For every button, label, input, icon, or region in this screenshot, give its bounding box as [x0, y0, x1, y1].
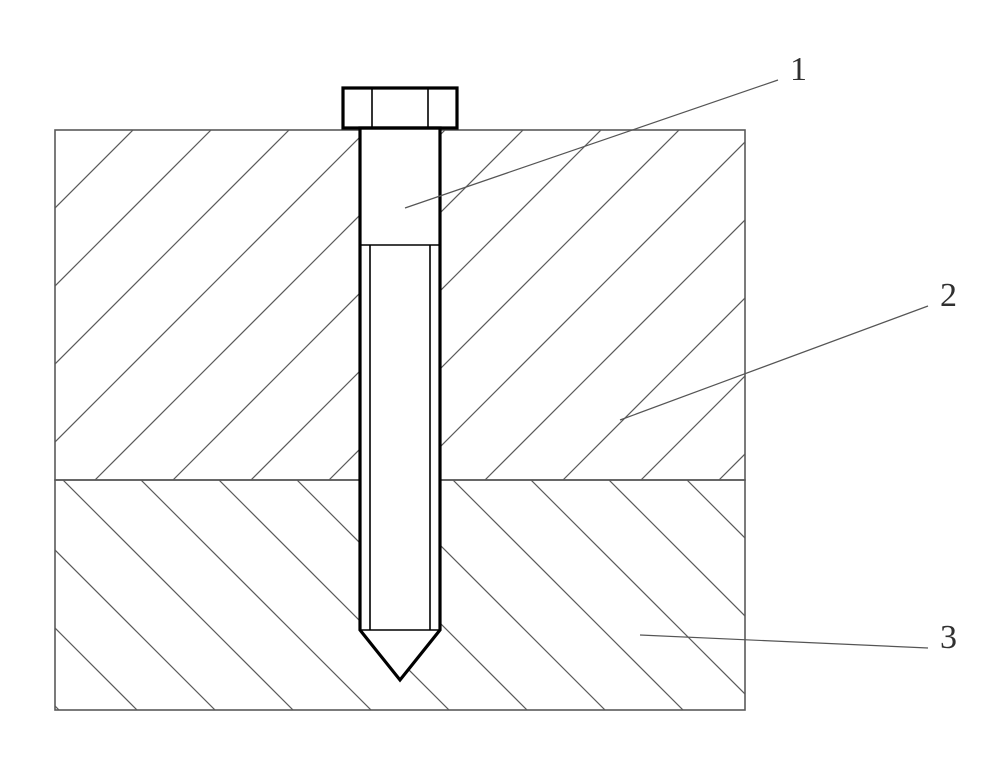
- leader-line-2: [620, 306, 928, 420]
- leader-line-3: [640, 635, 928, 648]
- callout-label-1: 1: [790, 51, 807, 88]
- bolt-head-fill: [343, 88, 457, 128]
- hatch-lines: [0, 80, 1000, 762]
- technical-diagram: 1 2 3: [0, 0, 1000, 762]
- callout-label-2: 2: [940, 277, 957, 314]
- bolt-fill: [360, 128, 440, 680]
- leader-line-1: [405, 80, 778, 208]
- callout-label-3: 3: [940, 619, 957, 656]
